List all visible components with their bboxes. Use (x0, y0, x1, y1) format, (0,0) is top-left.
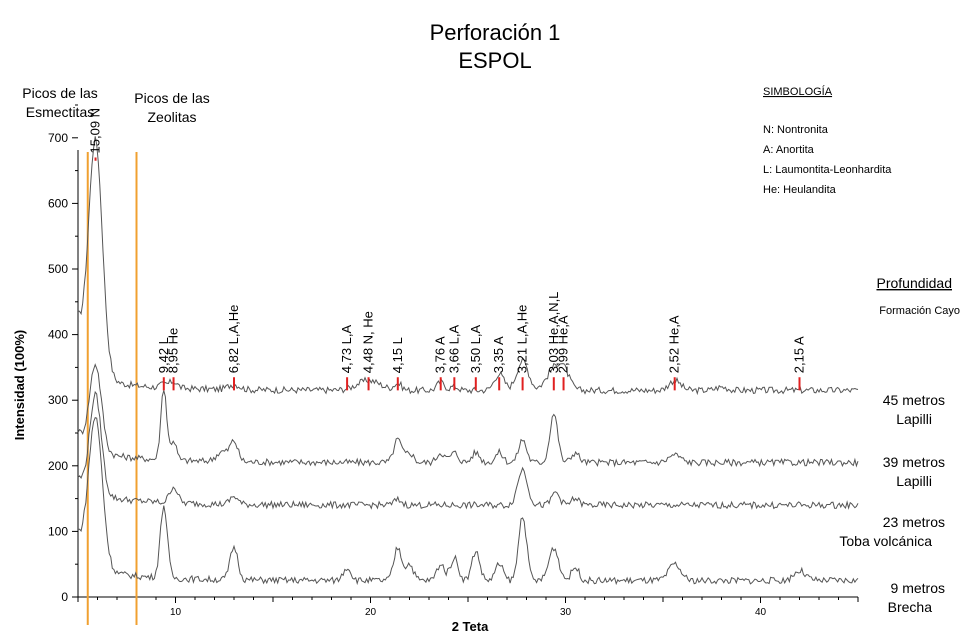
axes: 0 100 200 300 400 500 600 700 10 20 30 40 (48, 104, 859, 618)
y-axis-title: Intensidad (100%) (12, 330, 27, 441)
peak-label: 4,48 N, He (361, 311, 376, 373)
y-tick-label: 500 (48, 262, 68, 276)
y-tick-label: 0 (61, 590, 68, 604)
series-label-depth: 9 metros (891, 580, 945, 596)
peak-label: 3,35 A (491, 336, 506, 373)
y-tick-label: 700 (48, 131, 68, 145)
x-tick-label: 30 (560, 607, 572, 618)
zeolite-label-line2: Zeolitas (147, 109, 196, 125)
legend-item-l: L: Laumontita-Leonhardita (763, 164, 892, 176)
formation-label: Formación Cayo (879, 305, 960, 317)
series-label-depth: 45 metros (883, 392, 945, 408)
peak-annotations: 15,09 N 9,42 L8,95 He 6,82 L,A,He 4,73 L,A 4… (88, 108, 807, 391)
peak-label: 2,15 A (792, 336, 807, 373)
y-tick-label: 100 (48, 524, 68, 538)
x-axis-title: 2 Teta (452, 619, 489, 634)
chart-title: Perforación 1 (430, 20, 561, 45)
smectite-label-line1: Picos de las (22, 85, 97, 101)
peak-label: 6,82 L,A,He (226, 305, 241, 374)
x-tick-label: 10 (170, 607, 182, 618)
legend-item-a: A: Anortita (763, 144, 815, 156)
legend-title: SIMBOLOGÍA (763, 85, 833, 98)
peak-label: 15,09 N (88, 108, 103, 154)
trace-line (77, 390, 859, 511)
series-label-depth: 39 metros (883, 454, 945, 470)
peak-label: 3,66 L,A (446, 324, 461, 373)
y-tick-label: 200 (48, 459, 68, 473)
depth-header: Profundidad (876, 275, 952, 291)
series-label-rock: Brecha (888, 599, 933, 615)
peak-label: 9,42 L (156, 337, 171, 373)
peak-label: 3,21 L,A,He (515, 305, 530, 374)
series-label-rock: Lapilli (896, 473, 932, 489)
peak-label: 4,73 L,A (339, 324, 354, 373)
peak-label: 3,03 He,A,N,L (546, 292, 561, 374)
trace-line (78, 416, 859, 586)
series-labels: 45 metros Lapilli 39 metros Lapilli 23 metro… (839, 392, 945, 615)
peak-label: 3,76 A (433, 336, 448, 373)
zeolite-label-line1: Picos de las (134, 90, 209, 106)
trace-line (77, 136, 859, 396)
series-label-depth: 23 metros (883, 514, 945, 530)
peak-label: 2,99 He,A (556, 315, 571, 373)
series-label-rock: Lapilli (896, 411, 932, 427)
traces (77, 136, 859, 586)
y-tick-label: 300 (48, 393, 68, 407)
chart-subtitle: ESPOL (458, 48, 531, 73)
smectite-label-line2: Esmectitas (26, 104, 94, 120)
peak-label: 8,95 He (166, 328, 181, 374)
series-label-rock: Toba volcánica (839, 533, 932, 549)
x-tick-label: 40 (755, 607, 767, 618)
vertical-markers (86, 152, 138, 625)
x-tick-label: 20 (365, 607, 377, 618)
peak-label: 2,52 He,A (667, 315, 682, 373)
legend-item-n: N: Nontronita (763, 124, 829, 136)
legend-item-he: He: Heulandita (763, 184, 837, 196)
peak-label: 4,15 L (390, 337, 405, 373)
peak-label: 3,50 L,A (468, 324, 483, 373)
y-tick-label: 400 (48, 328, 68, 342)
trace-line (77, 363, 859, 468)
y-tick-label: 600 (48, 196, 68, 210)
